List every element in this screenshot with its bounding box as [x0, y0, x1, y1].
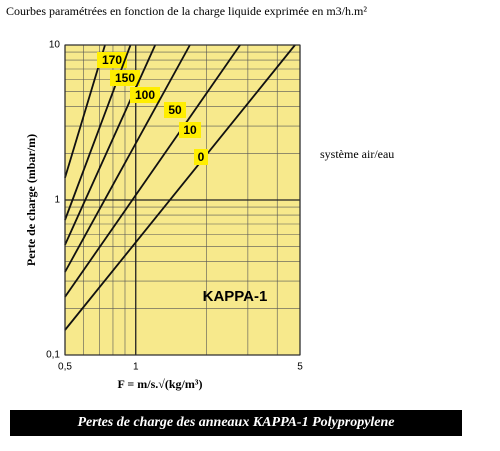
y-tick-label: 1	[54, 195, 60, 206]
annotation: système air/eau	[320, 147, 394, 161]
legend-label: 170	[102, 53, 122, 67]
legend-label: 50	[168, 103, 182, 117]
legend-label: 150	[115, 71, 135, 85]
legend-box	[110, 70, 140, 86]
annotation: KAPPA-1	[203, 288, 268, 305]
legend-label: 0	[198, 150, 205, 164]
series-line	[64, 44, 157, 246]
x-tick-label: 1	[133, 362, 139, 373]
chart-title: Courbes paramétrées en fonction de la ch…	[6, 4, 367, 18]
legend-box	[164, 102, 186, 118]
legend-box	[130, 87, 160, 103]
legend-box	[194, 149, 208, 165]
x-tick-label: 0,5	[58, 362, 72, 373]
caption-bar	[10, 410, 462, 436]
y-axis-label: Perte de charge (mbar/m)	[24, 134, 38, 266]
legend-label: 100	[135, 88, 155, 102]
series-line	[64, 44, 191, 273]
series-line	[64, 44, 241, 298]
legend-box	[179, 122, 201, 138]
x-axis-label: F = m/s.√(kg/m³)	[118, 377, 203, 391]
y-tick-label: 10	[49, 40, 61, 51]
series-line	[64, 44, 296, 331]
plot-frame	[64, 44, 301, 356]
x-tick-label: 5	[297, 362, 303, 373]
legend-label: 10	[183, 123, 197, 137]
y-tick-label: 0,1	[46, 350, 60, 361]
legend-box	[97, 52, 127, 68]
caption: Pertes de charge des anneaux KAPPA-1 Pol…	[77, 415, 394, 430]
